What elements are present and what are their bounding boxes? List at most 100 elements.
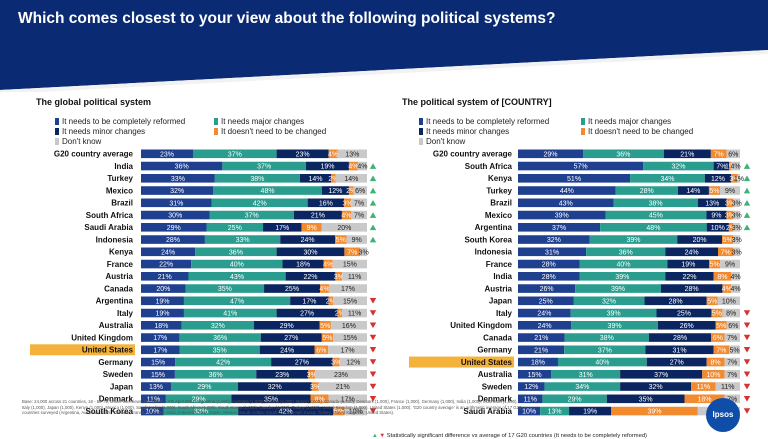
bar-segment — [726, 149, 740, 159]
bar-segment — [307, 198, 345, 208]
row-label: Mexico — [106, 186, 133, 195]
data-label: 3% — [732, 249, 742, 256]
row-label: Italy — [496, 309, 513, 318]
bar-segment — [339, 357, 367, 367]
bar-segment — [188, 272, 286, 281]
data-label: 32% — [211, 323, 225, 330]
row-label: Denmark — [478, 395, 513, 404]
bar-segment — [348, 186, 354, 195]
bar-segment — [222, 161, 306, 171]
data-label: 21% — [534, 347, 548, 354]
data-label: 38% — [250, 176, 264, 183]
data-label: 4% — [731, 274, 741, 281]
row-label: Kenya — [109, 248, 134, 257]
data-label: 7% — [727, 335, 737, 342]
data-label: 11% — [523, 396, 537, 403]
data-label: 5% — [729, 347, 739, 354]
data-label: 29% — [197, 384, 211, 391]
sig-up-icon — [743, 200, 751, 206]
data-label: 9% — [352, 237, 362, 244]
data-label: 3% — [725, 213, 735, 220]
data-label: 6% — [728, 323, 738, 330]
data-label: 15% — [151, 372, 165, 379]
data-label: 35% — [639, 396, 653, 403]
bar-segment — [192, 149, 277, 159]
data-label: 19% — [320, 164, 334, 171]
bar-segment — [308, 370, 316, 379]
sig-up-icon — [369, 212, 377, 218]
data-label: 40% — [616, 262, 630, 269]
data-label: 3% — [729, 176, 739, 183]
header-decoration — [0, 40, 768, 92]
bar-segment — [141, 394, 166, 404]
data-label: 32% — [649, 384, 663, 391]
data-label: 17% — [302, 298, 316, 305]
bar-segment — [726, 198, 734, 208]
data-label: 19% — [583, 409, 597, 416]
country-system-chart: G20 country average 29% 36% 21% 7% 6%South Af… — [409, 149, 751, 416]
bar-segment — [179, 333, 261, 342]
data-label: 28% — [673, 335, 687, 342]
bar-segment — [724, 333, 740, 342]
row-label: Turkey — [486, 186, 512, 195]
data-label: 15% — [343, 298, 357, 305]
data-label: 42% — [253, 200, 267, 207]
bar-segment — [737, 174, 740, 183]
bar-segment — [518, 296, 574, 306]
data-label: 44% — [560, 188, 574, 195]
row-label: Austria — [484, 284, 512, 293]
bar-segment — [335, 174, 367, 183]
bar-segment — [357, 161, 367, 171]
data-label: 42% — [279, 409, 293, 416]
bar-segment — [348, 161, 358, 171]
bar-segment — [141, 186, 214, 195]
data-label: 45% — [649, 213, 663, 220]
bar-segment — [643, 161, 714, 171]
legend-swatch — [55, 138, 59, 145]
bar-segment — [141, 296, 184, 306]
right-legend-completely-reformed: It needs to be completely reformed — [419, 117, 549, 127]
bar-segment — [191, 259, 283, 269]
left-panel-title: The global political system — [36, 97, 152, 107]
data-label: 11% — [348, 274, 362, 281]
data-label: 11% — [697, 384, 711, 391]
bar-segment — [620, 382, 692, 391]
sig-down-icon — [369, 322, 377, 329]
bar-segment — [708, 186, 721, 195]
bar-segment — [583, 149, 664, 159]
data-label: 20% — [337, 225, 351, 232]
data-label: 39% — [555, 213, 569, 220]
data-label: 24% — [537, 311, 551, 318]
data-label: 15% — [151, 360, 165, 367]
data-label: 3% — [334, 274, 344, 281]
bar-segment — [518, 382, 545, 391]
bar-segment — [141, 406, 164, 416]
sig-down-icon — [743, 396, 751, 402]
data-label: 10% — [711, 225, 725, 232]
data-label: 5% — [723, 237, 733, 244]
bar-segment — [141, 357, 176, 367]
data-label: 27% — [670, 360, 684, 367]
row-label: Canada — [104, 284, 133, 293]
data-label: 37% — [598, 347, 612, 354]
bar-segment — [575, 284, 661, 293]
data-label: 15% — [343, 262, 357, 269]
data-label: 26% — [540, 286, 554, 293]
bar-segment — [544, 382, 621, 391]
data-label: 33% — [236, 237, 250, 244]
row-label: Germany — [98, 358, 133, 367]
bar-segment — [141, 321, 182, 330]
sig-down-icon — [369, 371, 377, 378]
data-label: 6% — [713, 335, 723, 342]
row-label: Mexico — [485, 211, 512, 220]
data-label: 32% — [671, 164, 685, 171]
bar-segment — [691, 382, 716, 391]
bar-segment — [570, 308, 657, 318]
left-legend-no-change: It doesn't need to be changed — [214, 127, 326, 137]
data-label: 40% — [595, 360, 609, 367]
data-label: 32% — [268, 384, 282, 391]
data-label: 2% — [328, 176, 338, 183]
bar-segment — [335, 235, 347, 244]
data-label: 4% — [731, 286, 741, 293]
bar-segment — [342, 272, 367, 281]
